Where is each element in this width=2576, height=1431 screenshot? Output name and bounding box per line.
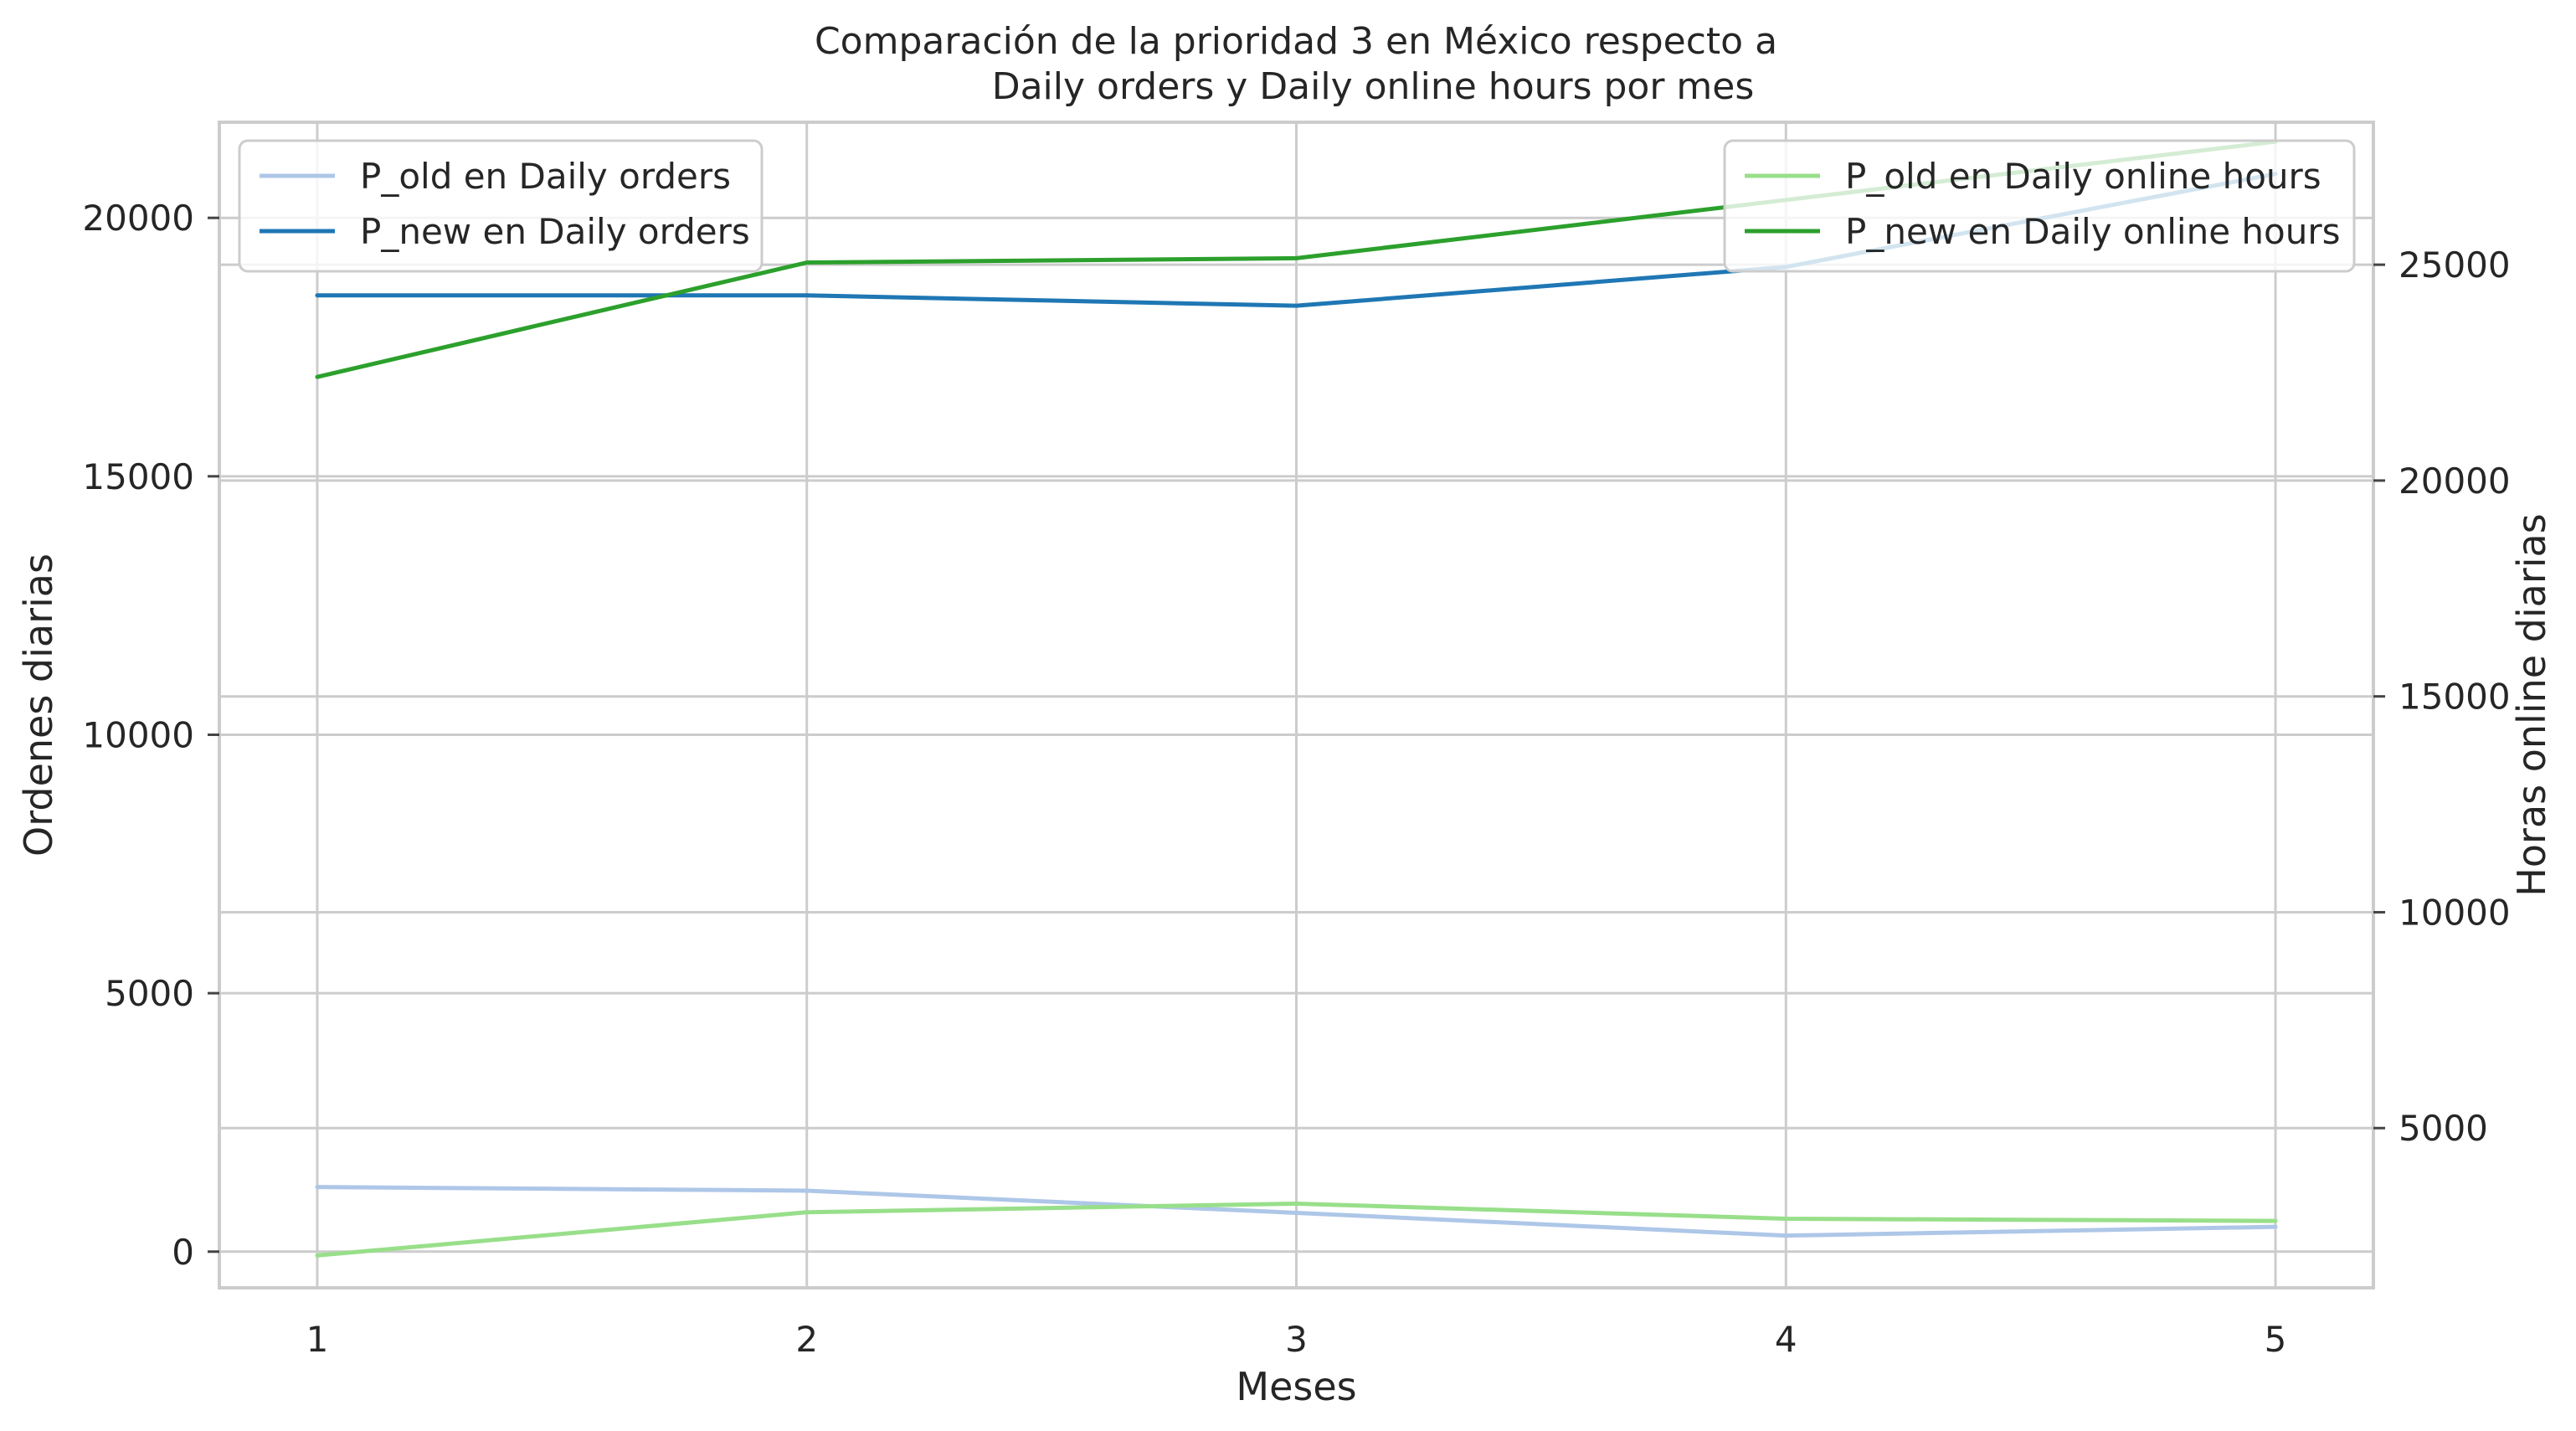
y-right-tick-label: 20000 <box>2399 461 2511 502</box>
legend-left: P_old en Daily orders P_new en Daily orde… <box>238 139 764 273</box>
legend-right: P_old en Daily online hours P_new en Dail… <box>1723 139 2356 273</box>
y-left-tick-label: 15000 <box>82 456 194 497</box>
plot-frame <box>218 121 2375 1289</box>
series-line-p-old-en-daily-orders <box>315 1185 2278 1238</box>
legend-label: P_new en Daily online hours <box>1845 211 2340 252</box>
x-tick-label: 5 <box>2265 1319 2287 1360</box>
y-axis-left-title: Ordenes diarias <box>16 553 61 857</box>
series-line-p-old-en-daily-online-hours <box>315 1201 2278 1258</box>
x-tick-label: 4 <box>1775 1319 1797 1360</box>
x-tick-label: 2 <box>795 1319 818 1360</box>
y-right-tick-label: 25000 <box>2399 245 2511 286</box>
legend-label: P_old en Daily online hours <box>1845 156 2321 197</box>
x-tick-label: 3 <box>1285 1319 1308 1360</box>
legend-label: P_new en Daily orders <box>360 211 750 252</box>
y-left-tick-label: 5000 <box>105 973 194 1014</box>
y-axis-right-title: Horas online diarias <box>2509 513 2554 896</box>
legend-label: P_old en Daily orders <box>360 156 731 197</box>
y-right-tick-label: 15000 <box>2399 677 2511 718</box>
y-left-tick-label: 0 <box>172 1232 194 1273</box>
x-tick-label: 1 <box>306 1319 329 1360</box>
tick-labels: 1 2 3 4 5 0 5000 10000 15000 20000 5000 10000 15000 2… <box>82 198 2510 1360</box>
y-left-tick-label: 20000 <box>82 198 194 239</box>
x-axis-title: Meses <box>1236 1364 1356 1409</box>
chart-title-line-1: Comparación de la prioridad 3 en México … <box>815 20 1777 63</box>
y-right-tick-label: 5000 <box>2399 1108 2488 1149</box>
legend-box <box>238 139 764 273</box>
y-right-tick-label: 10000 <box>2399 892 2511 933</box>
y-left-tick-label: 10000 <box>82 714 194 755</box>
legend-box <box>1723 139 2356 273</box>
chart-title-line-2: Daily orders y Daily online hours por me… <box>992 65 1755 108</box>
